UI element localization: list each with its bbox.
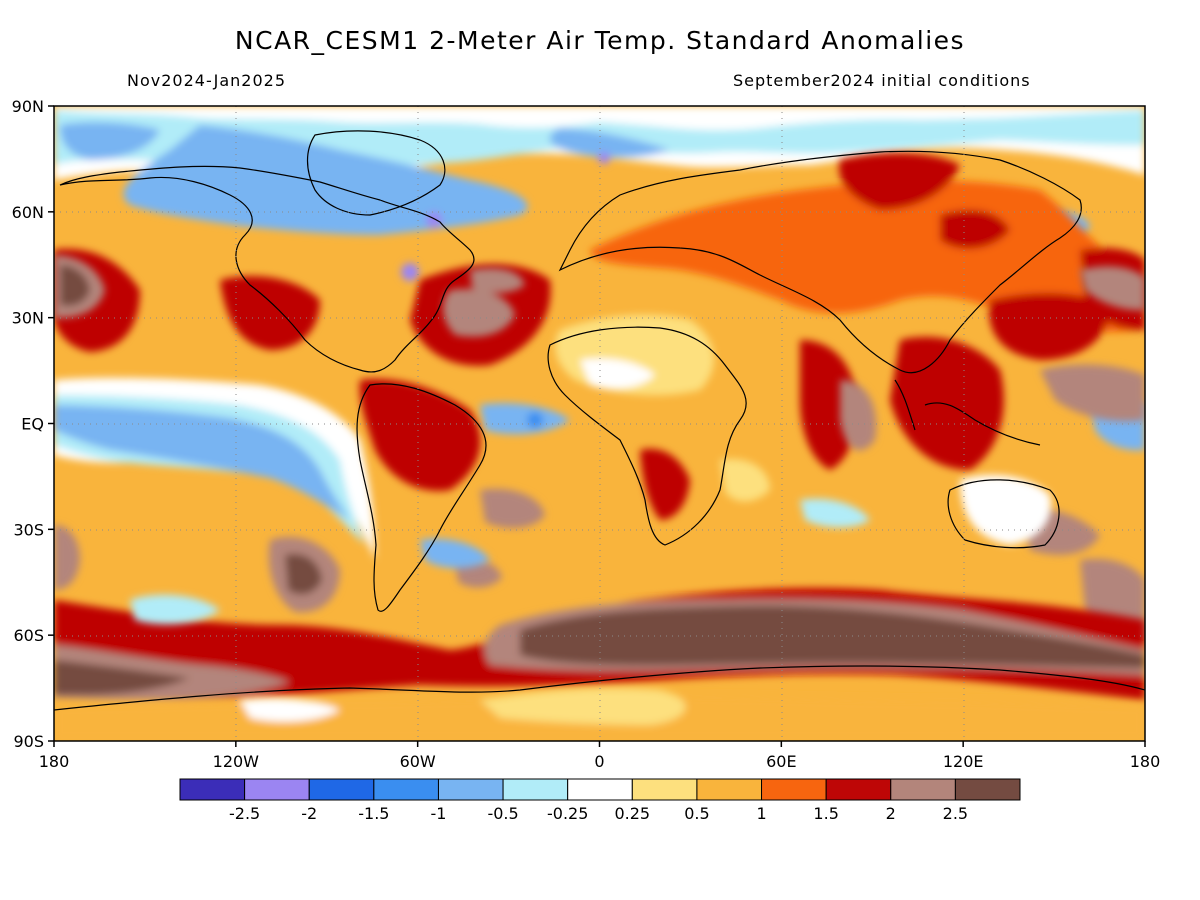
longitude-axis: 180 120W 60W 0 60E 120E 180: [39, 741, 1161, 771]
africa-anomaly-region: [130, 314, 1051, 625]
colorbar-swatch: [825, 778, 892, 801]
colorbar-swatch: [761, 778, 827, 801]
colorbar-label: 2.5: [943, 804, 968, 823]
lat-tick-label: 30N: [12, 309, 44, 328]
colorbar-swatch: [244, 778, 310, 801]
colorbar-swatch: [373, 778, 439, 801]
lon-tick-label: 180: [39, 752, 70, 771]
colorbar-label: -2: [301, 804, 317, 823]
colorbar-swatch: [567, 778, 633, 801]
initial-conditions: September2024 initial conditions: [733, 71, 1031, 90]
colorbar-label: -1.5: [358, 804, 389, 823]
colorbar-label: 1: [756, 804, 766, 823]
map-title: NCAR_CESM1 2-Meter Air Temp. Standard An…: [234, 26, 966, 55]
colorbar-swatch: [179, 778, 246, 801]
lon-tick-label: 120W: [213, 752, 260, 771]
lon-tick-label: 0: [594, 752, 604, 771]
lon-tick-label: 60W: [400, 752, 436, 771]
colorbar-legend: -2.5 -2 -1.5 -1 -0.5 -0.25 0.25 0.5 1 1.5 2 2.5: [179, 778, 1021, 823]
colorbar-swatch: [890, 778, 956, 801]
lat-tick-label: EQ: [21, 415, 44, 434]
lat-tick-label: 30S: [13, 520, 44, 539]
colorbar-swatch: [437, 778, 504, 801]
colorbar-label: -2.5: [229, 804, 260, 823]
colorbar-swatch: [954, 778, 1021, 801]
lon-tick-label: 60E: [766, 752, 796, 771]
colorbar-label: 2: [886, 804, 896, 823]
lon-tick-label: 180: [1130, 752, 1161, 771]
colorbar-label: 1.5: [813, 804, 838, 823]
colorbar-swatch: [308, 778, 375, 801]
latitude-axis: 90N 60N 30N EQ 30S 60S 90S: [12, 97, 54, 751]
colorbar-label: -1: [430, 804, 446, 823]
colorbar-label: 0.5: [684, 804, 709, 823]
southern-ocean-anomaly: [54, 588, 1145, 700]
colorbar-swatch: [502, 778, 569, 801]
colorbar-label: -0.25: [547, 804, 588, 823]
colorbar-swatch: [631, 778, 698, 801]
pacific-cold-tongue: [54, 377, 1145, 560]
colorbar-swatch: [696, 778, 763, 801]
lat-tick-label: 60S: [13, 626, 44, 645]
lat-tick-label: 90N: [12, 97, 44, 116]
forecast-period: Nov2024-Jan2025: [127, 71, 286, 90]
colorbar-label: -0.5: [487, 804, 518, 823]
lon-tick-label: 120E: [943, 752, 984, 771]
colorbar-label: 0.25: [614, 804, 650, 823]
coastlines: [54, 130, 1145, 711]
lat-tick-label: 60N: [12, 203, 44, 222]
lat-tick-label: 90S: [13, 732, 44, 751]
